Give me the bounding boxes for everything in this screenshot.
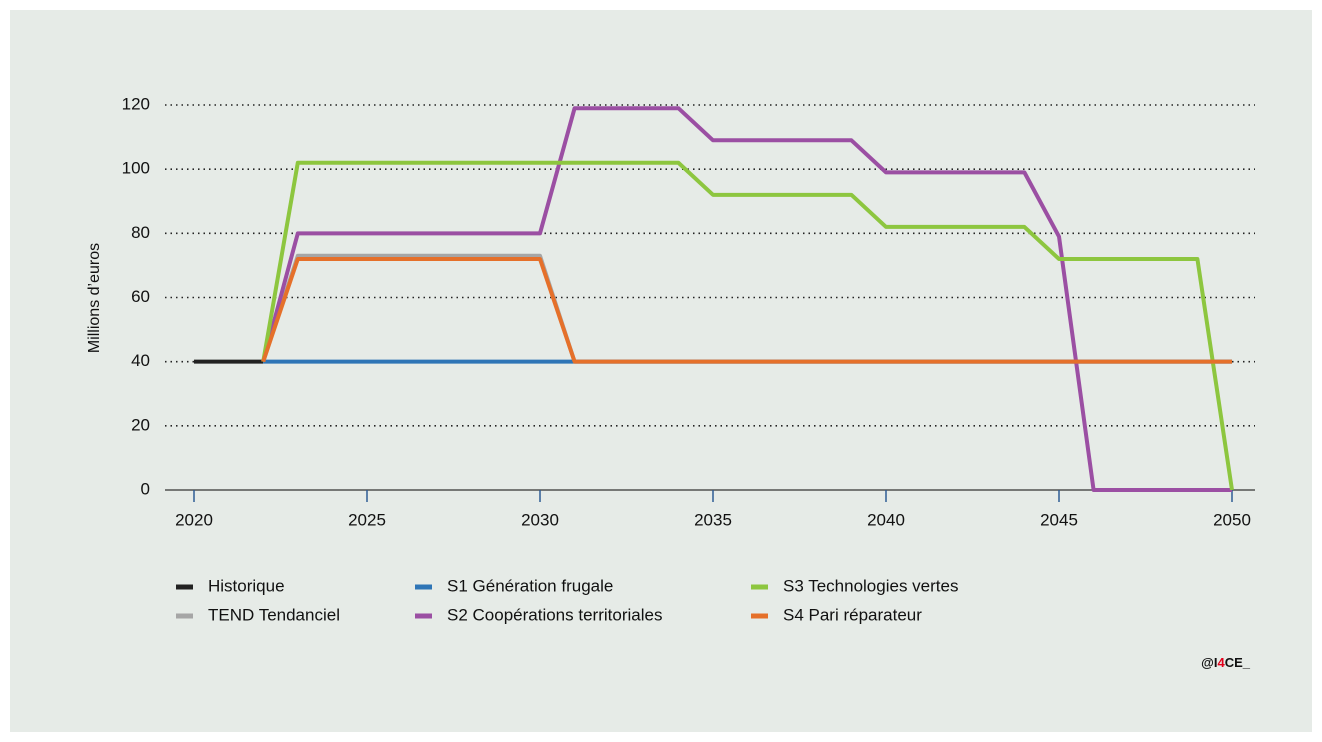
credit: @I4CE_	[1201, 655, 1251, 670]
y-tick-label: 20	[131, 415, 150, 434]
y-tick-label: 0	[141, 479, 150, 498]
credit-part: 4	[1217, 655, 1225, 670]
legend-label: S4 Pari réparateur	[783, 605, 922, 624]
y-axis-label: Millions d’euros	[86, 243, 103, 353]
x-tick-label: 2045	[1040, 510, 1078, 529]
legend-label: S3 Technologies vertes	[783, 576, 958, 595]
x-tick-label: 2030	[521, 510, 559, 529]
legend-label: S2 Coopérations territoriales	[447, 605, 662, 624]
legend-label: S1 Génération frugale	[447, 576, 613, 595]
x-tick-label: 2050	[1213, 510, 1251, 529]
credit-part: CE_	[1225, 655, 1251, 670]
panel	[10, 10, 1312, 732]
x-tick-label: 2035	[694, 510, 732, 529]
y-tick-label: 60	[131, 287, 150, 306]
y-tick-label: 80	[131, 223, 150, 242]
y-tick-label: 120	[122, 94, 150, 113]
series-line	[261, 106, 1232, 492]
x-tick-label: 2025	[348, 510, 386, 529]
series-line	[261, 160, 1234, 491]
legend-label: Historique	[208, 576, 285, 595]
x-tick-label: 2020	[175, 510, 213, 529]
series-line	[261, 257, 1232, 364]
y-tick-label: 40	[131, 351, 150, 370]
legend-label: TEND Tendanciel	[208, 605, 340, 624]
y-tick-label: 100	[122, 159, 150, 178]
credit-part: @I	[1201, 655, 1217, 670]
x-tick-label: 2040	[867, 510, 905, 529]
